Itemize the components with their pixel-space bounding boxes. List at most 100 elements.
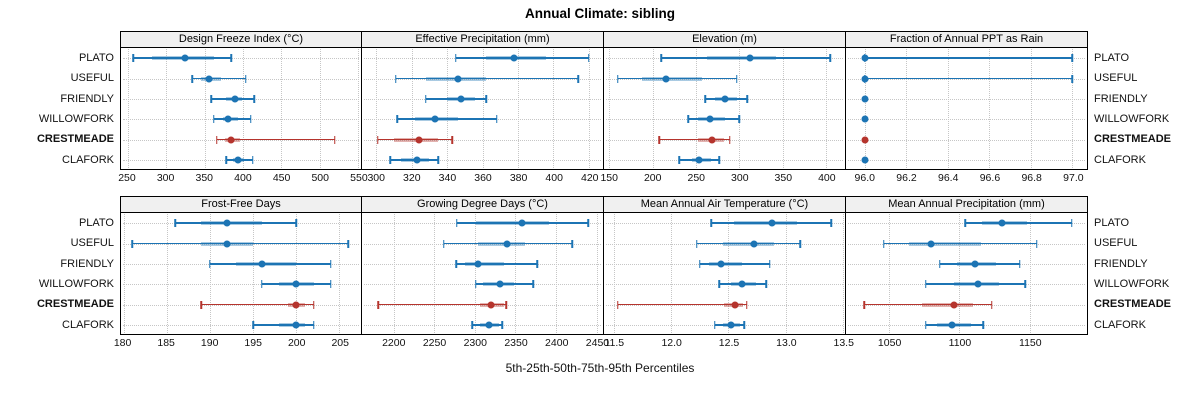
vertical-gridline — [785, 214, 787, 333]
median-dot-crestmeade — [950, 301, 958, 308]
site-label-crestmeade: CRESTMEADE — [36, 133, 114, 146]
tick-label: 11.5 — [604, 337, 625, 349]
whisker-cap — [252, 155, 254, 164]
horizontal-gridline — [848, 119, 1085, 121]
tick-label: 400 — [818, 172, 836, 184]
tick-label: 195 — [244, 337, 262, 349]
panel-x-axis: 300 320 340 360 380 400 420 — [362, 170, 604, 186]
site-labels-right: PLATO USEFUL FRIENDLY WILLOWFORK CRESTMEADE C… — [1088, 196, 1200, 351]
median-dot-crestmeade — [708, 136, 716, 143]
median-dot-clafork — [948, 321, 956, 329]
median-dot-clafork — [727, 321, 735, 329]
panel-header-growing-degree-days-c: Growing Degree Days (°C) — [362, 196, 604, 213]
whisker-cap — [695, 239, 698, 248]
whisker-cap — [532, 280, 534, 289]
vertical-gridline — [411, 49, 413, 168]
vertical-gridline — [1029, 214, 1031, 333]
whisker-friendly — [699, 263, 770, 265]
vertical-gridline — [553, 49, 555, 168]
panel-row-0: PLATO USEFUL FRIENDLY WILLOWFORK CRESTMEADE C… — [0, 31, 1200, 186]
median-dot-plato — [223, 219, 231, 227]
median-dot-useful — [205, 75, 213, 82]
site-label-friendly: FRIENDLY — [60, 92, 114, 105]
site-label-friendly: FRIENDLY — [1094, 257, 1148, 270]
site-label-clafork: CLAFORK — [62, 318, 114, 331]
whisker-plato — [864, 57, 1073, 59]
whisker-cap — [714, 320, 716, 329]
whisker-cap — [577, 74, 579, 83]
vertical-gridline — [947, 49, 949, 168]
whisker-cap — [260, 280, 263, 289]
vertical-gridline — [242, 49, 244, 168]
whisker-cap — [501, 320, 504, 329]
median-dot-willowfork — [706, 115, 714, 123]
panel-x-axis: 150 200 250 300 350 400 — [600, 170, 846, 186]
whisker-cap — [743, 320, 746, 329]
tick-label: 1100 — [948, 337, 972, 349]
whisker-crestmeade — [377, 138, 453, 141]
vertical-gridline — [782, 49, 784, 168]
tick-label: 96.4 — [938, 172, 959, 184]
vertical-gridline — [482, 49, 484, 168]
tick-label: 300 — [156, 172, 175, 184]
vertical-gridline — [989, 49, 991, 168]
panel-effective-precipitation-mm: Effective Precipitation (mm) 300 320 340 360… — [362, 31, 604, 186]
median-dot-willowfork — [738, 280, 746, 288]
whisker-cap — [718, 280, 721, 289]
percentile-band-friendly — [465, 261, 504, 266]
horizontal-gridline — [606, 159, 843, 161]
whisker-cap — [1071, 74, 1074, 83]
whisker-cap — [174, 219, 177, 228]
whisker-crestmeade — [378, 303, 507, 306]
whisker-cap — [437, 155, 439, 164]
panel-plot-area — [120, 48, 362, 170]
vertical-gridline — [296, 214, 298, 333]
tick-label: 200 — [287, 337, 306, 349]
whisker-cap — [230, 54, 233, 63]
whisker-cap — [863, 300, 865, 309]
site-label-crestmeade: CRESTMEADE — [1094, 298, 1172, 311]
tick-label: 350 — [195, 172, 214, 184]
whisker-cap — [455, 259, 457, 268]
tick-label: 13.5 — [833, 337, 854, 349]
whisker-useful — [696, 242, 801, 245]
whisker-cap — [536, 259, 539, 268]
whisker-willowfork — [397, 118, 497, 120]
site-label-plato: PLATO — [1094, 217, 1130, 229]
whisker-cap — [210, 94, 213, 103]
panel-plot-area — [846, 48, 1088, 170]
tick-label: 12.5 — [718, 337, 740, 349]
site-label-clafork: CLAFORK — [1094, 318, 1146, 331]
median-dot-friendly — [231, 95, 239, 103]
whisker-cap — [746, 300, 748, 309]
vertical-gridline — [166, 49, 168, 168]
whisker-crestmeade — [659, 138, 730, 141]
whisker-cap — [377, 300, 379, 309]
tick-label: 350 — [774, 172, 793, 184]
panel-plot-area — [604, 213, 846, 335]
whisker-cap — [571, 239, 573, 248]
percentile-band-plato — [476, 221, 550, 226]
horizontal-gridline — [364, 159, 601, 161]
whisker-cap — [616, 300, 619, 309]
percentile-band-plato — [707, 56, 776, 61]
percentile-band-useful — [722, 241, 775, 246]
vertical-gridline — [281, 49, 283, 168]
whisker-cap — [982, 320, 985, 329]
panel-header-effective-precipitation-mm: Effective Precipitation (mm) — [362, 31, 604, 48]
vertical-gridline — [842, 214, 844, 333]
median-dot-friendly — [457, 95, 465, 103]
tick-label: 420 — [580, 172, 599, 184]
whisker-cap — [455, 54, 457, 63]
whisker-cap — [765, 280, 767, 289]
whisker-cap — [1071, 54, 1074, 63]
whisker-friendly — [425, 98, 487, 100]
vertical-gridline — [474, 214, 476, 333]
tick-label: 1050 — [877, 337, 902, 349]
whisker-cap — [474, 280, 477, 289]
tick-label: 400 — [545, 172, 563, 184]
vertical-gridline — [434, 214, 436, 333]
whisker-cap — [253, 94, 256, 103]
median-dot-clafork — [413, 156, 421, 164]
whisker-plato — [965, 222, 1072, 224]
